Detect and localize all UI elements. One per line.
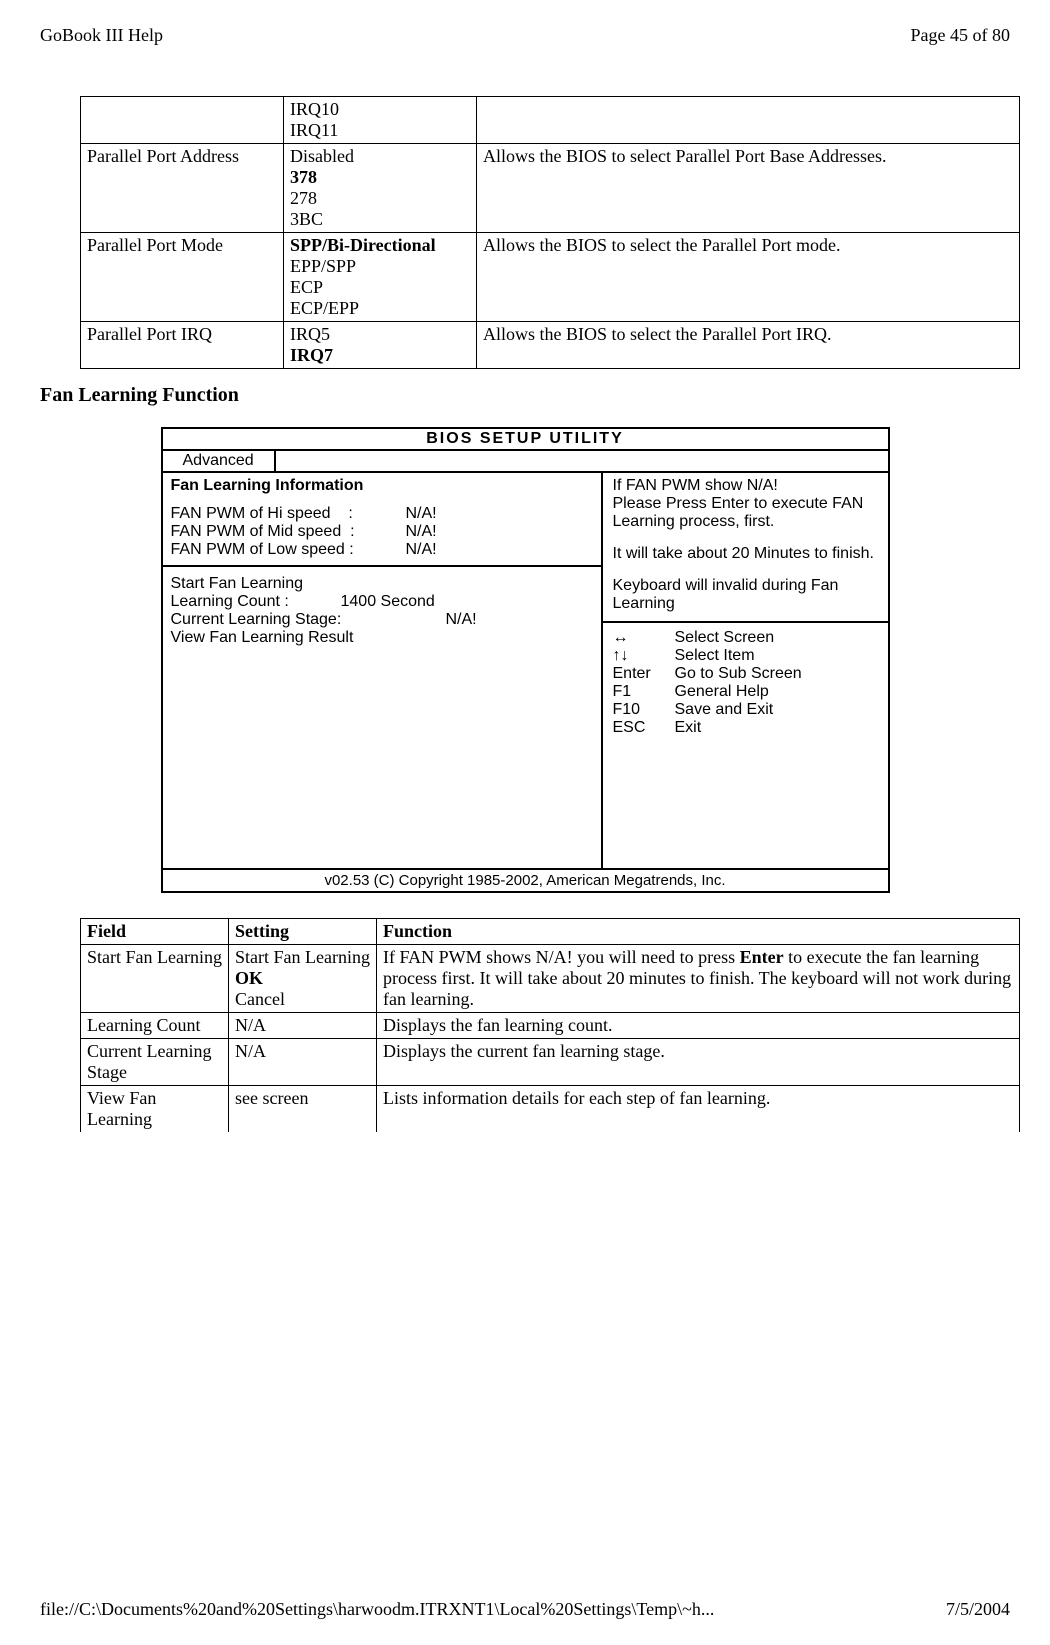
table-cell: IRQ5 IRQ7 [284, 322, 477, 369]
key-desc: Save and Exit [675, 701, 774, 719]
field-name: Current Learning Stage [81, 1039, 229, 1086]
bios-value: N/A! [406, 523, 437, 541]
setting-option-default: SPP/Bi-Directional [290, 235, 470, 256]
field-name: Parallel Port Address [81, 144, 284, 233]
bios-value: N/A! [406, 505, 437, 523]
field-name: Start Fan Learning [81, 945, 229, 1013]
bios-label: FAN PWM of Mid speed : [171, 523, 406, 541]
bios-right-panel: If FAN PWM show N/A! Please Press Enter … [603, 473, 888, 868]
bios-title: BIOS SETUP UTILITY [163, 429, 888, 451]
function-desc: Allows the BIOS to select the Parallel P… [477, 233, 1020, 322]
key-icon: F10 [613, 701, 675, 719]
column-header: Field [81, 919, 229, 945]
bios-label: Learning Count : [171, 593, 341, 611]
bios-tabbar: Advanced [163, 451, 888, 473]
bios-body: Fan Learning Information FAN PWM of Hi s… [163, 473, 888, 868]
setting-option: Start Fan Learning [235, 947, 370, 968]
function-desc: Allows the BIOS to select the Parallel P… [477, 322, 1020, 369]
setting-option: ECP/EPP [290, 298, 470, 319]
setting-option: IRQ5 [290, 324, 470, 345]
page-header: GoBook III Help Page 45 of 80 [40, 25, 1010, 46]
setting-option: N/A [229, 1039, 377, 1086]
bios-menu-item: Start Fan Learning [171, 575, 593, 593]
key-desc: Select Screen [675, 629, 775, 647]
setting-option: IRQ11 [290, 120, 470, 141]
column-header: Function [377, 919, 1020, 945]
bios-left-panel: Fan Learning Information FAN PWM of Hi s… [163, 473, 603, 868]
key-desc: Go to Sub Screen [675, 665, 802, 683]
function-desc: Displays the fan learning count. [377, 1013, 1020, 1039]
fan-learning-table: Field Setting Function Start Fan Learnin… [80, 918, 1020, 1132]
bios-help-text: It will take about 20 Minutes to finish. [613, 545, 878, 563]
bios-help-text: Keyboard will invalid during Fan Learnin… [613, 577, 878, 613]
key-icon: Enter [613, 665, 675, 683]
bios-value: N/A! [406, 541, 437, 559]
table-cell [81, 97, 284, 144]
function-desc: Lists information details for each step … [377, 1086, 1020, 1133]
bios-section-heading: Fan Learning Information [171, 477, 593, 495]
table-cell: Disabled 378 278 3BC [284, 144, 477, 233]
field-name: Parallel Port IRQ [81, 322, 284, 369]
setting-option: Disabled [290, 146, 470, 167]
table-cell: Start Fan Learning OK Cancel [229, 945, 377, 1013]
setting-option: Cancel [235, 989, 370, 1010]
bios-help-text: Please Press Enter to execute FAN Learni… [613, 495, 878, 531]
key-icon: ESC [613, 719, 675, 737]
setting-option: 3BC [290, 209, 470, 230]
bios-tab-advanced: Advanced [163, 451, 276, 471]
bios-label: Current Learning Stage: [171, 611, 446, 629]
setting-option: ECP [290, 277, 470, 298]
field-name: Learning Count [81, 1013, 229, 1039]
key-icon: ↑↓ [613, 647, 675, 665]
footer-left: file://C:\Documents%20and%20Settings\har… [40, 1599, 714, 1620]
table-cell [477, 97, 1020, 144]
header-right: Page 45 of 80 [911, 25, 1010, 46]
io-settings-table: IRQ10 IRQ11 Parallel Port Address Disabl… [80, 96, 1020, 369]
setting-option: 278 [290, 188, 470, 209]
key-desc: Exit [675, 719, 702, 737]
bios-copyright: v02.53 (C) Copyright 1985-2002, American… [163, 868, 888, 891]
bios-value: N/A! [446, 611, 477, 629]
bios-screenshot: BIOS SETUP UTILITY Advanced Fan Learning… [161, 427, 890, 893]
table-cell: IRQ10 IRQ11 [284, 97, 477, 144]
setting-option: see screen [229, 1086, 377, 1133]
setting-option-default: OK [235, 968, 370, 989]
key-icon: F1 [613, 683, 675, 701]
setting-option: IRQ10 [290, 99, 470, 120]
key-desc: Select Item [675, 647, 755, 665]
bios-value: 1400 Second [341, 593, 435, 611]
bios-label: FAN PWM of Low speed : [171, 541, 406, 559]
setting-option-default: IRQ7 [290, 345, 470, 366]
page: GoBook III Help Page 45 of 80 IRQ10 IRQ1… [0, 0, 1050, 1645]
footer-right: 7/5/2004 [946, 1599, 1010, 1620]
key-desc: General Help [675, 683, 769, 701]
bios-label: FAN PWM of Hi speed : [171, 505, 406, 523]
bios-menu-item: View Fan Learning Result [171, 629, 593, 647]
bios-key-legend: ↔Select Screen ↑↓Select Item EnterGo to … [613, 629, 878, 737]
setting-option-default: 378 [290, 167, 470, 188]
bios-help-text: If FAN PWM show N/A! [613, 477, 878, 495]
field-name: View Fan Learning [81, 1086, 229, 1133]
field-name: Parallel Port Mode [81, 233, 284, 322]
setting-option: EPP/SPP [290, 256, 470, 277]
setting-option: N/A [229, 1013, 377, 1039]
section-title: Fan Learning Function [40, 384, 1010, 407]
function-desc: If FAN PWM shows N/A! you will need to p… [377, 945, 1020, 1013]
page-footer: file://C:\Documents%20and%20Settings\har… [40, 1599, 1010, 1620]
column-header: Setting [229, 919, 377, 945]
function-desc: Allows the BIOS to select Parallel Port … [477, 144, 1020, 233]
table-cell: SPP/Bi-Directional EPP/SPP ECP ECP/EPP [284, 233, 477, 322]
function-desc: Displays the current fan learning stage. [377, 1039, 1020, 1086]
header-left: GoBook III Help [40, 25, 163, 46]
key-icon: ↔ [613, 629, 675, 647]
